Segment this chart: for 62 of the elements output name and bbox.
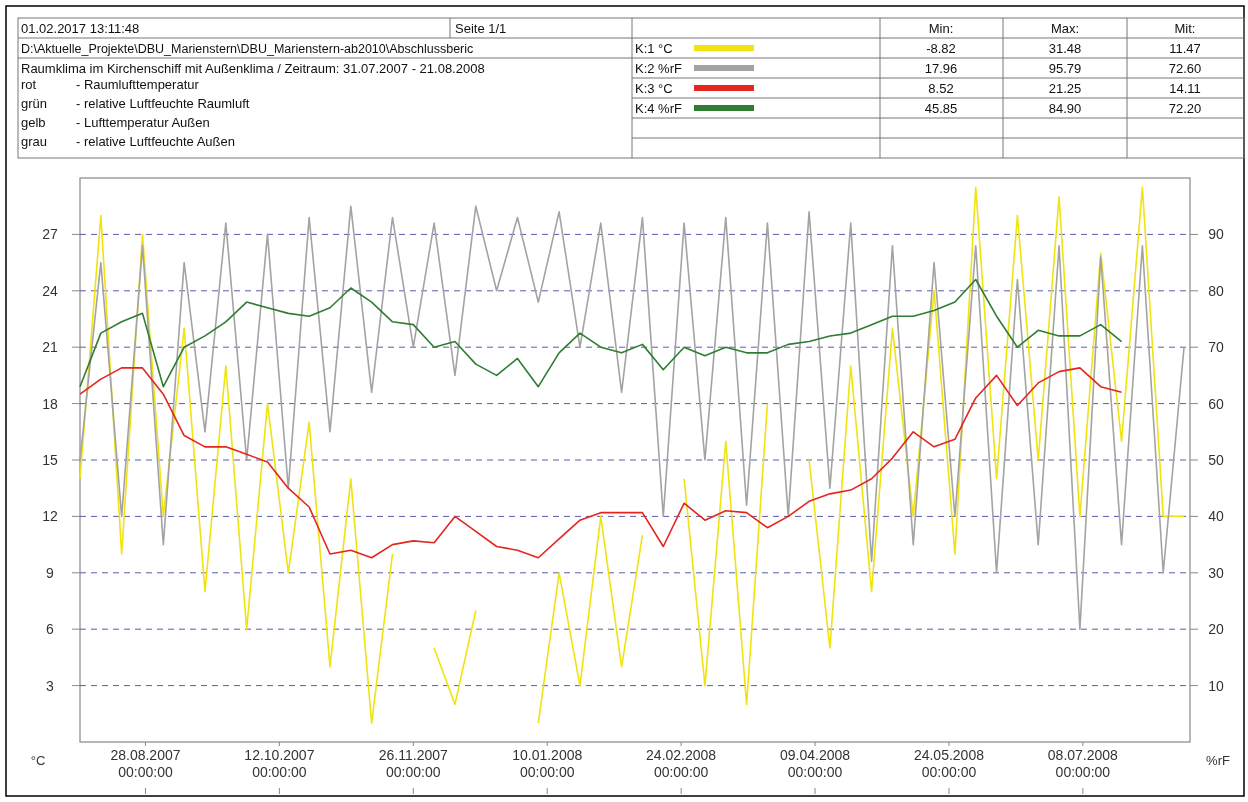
text: - relative Luftfeuchte Außen: [76, 134, 235, 149]
text: gelb: [21, 115, 46, 130]
text: Max:: [1050, 21, 1080, 36]
text: Seite 1/1: [455, 21, 507, 36]
y2-tick-label: 30: [1208, 564, 1224, 581]
y-tick-label: 12: [42, 508, 58, 525]
x-tick-label: 08.07.2008 00:00:00: [1047, 747, 1119, 780]
text: - Raumlufttemperatur: [76, 77, 200, 92]
x-tick-label: 24.05.2008 00:00:00: [913, 747, 985, 780]
legend-label: K:3 °C: [635, 81, 673, 96]
y-tick-label: 3: [46, 677, 55, 694]
text: 21.25: [1048, 81, 1082, 96]
y-axis-title: °C: [30, 753, 46, 768]
text: 11.47: [1169, 41, 1201, 56]
text: rot: [21, 77, 37, 92]
y2-tick-label: 40: [1208, 508, 1224, 525]
x-tick-label: 09.04.2008 00:00:00: [780, 747, 851, 780]
text: D:\Aktuelle_Projekte\DBU_Marienstern\DBU_Marienstern-ab2010\Abschlussberic: [21, 42, 474, 56]
x-tick-label: 28.08.2007 00:00:00: [110, 747, 181, 780]
legend-label: K:4 %rF: [635, 101, 683, 116]
y-tick-label: 9: [46, 564, 55, 581]
text: 45.85: [924, 101, 958, 116]
text: 95.79: [1048, 61, 1082, 76]
line-series: [79, 367, 1123, 559]
y2-tick-label: 90: [1208, 226, 1224, 243]
text: 72.20: [1168, 101, 1202, 116]
y2-tick-label: 60: [1208, 395, 1224, 412]
text: 72.60: [1168, 61, 1202, 76]
x-tick-label: 10.01.2008 00:00:00: [512, 747, 583, 780]
text: 8.52: [928, 81, 954, 96]
chart-title: Raumklima im Kirchenschiff mit Außenklima / Zeitraum: 31.07.2007 - 21.08.2008: [21, 61, 485, 76]
y2-tick-label: 50: [1208, 452, 1224, 468]
y-tick-label: 27: [42, 226, 58, 243]
legend-label: K:1 °C: [635, 41, 673, 56]
text: 31.48: [1048, 41, 1082, 56]
text: 14.11: [1169, 81, 1201, 96]
x-tick-label: 26.11.2007 00:00:00: [378, 747, 449, 780]
y-tick-label: 6: [46, 621, 55, 638]
text: 84.90: [1048, 101, 1082, 116]
y2-axis-title: %rF: [1206, 753, 1230, 768]
text: -8.82: [926, 41, 956, 56]
text: Min:: [928, 21, 954, 36]
y2-tick-label: 10: [1208, 677, 1224, 694]
line-series: [79, 278, 1123, 388]
y2-tick-label: 80: [1208, 282, 1224, 299]
y-tick-label: 18: [42, 395, 58, 412]
text: - Lufttemperatur Außen: [76, 115, 210, 130]
text: 01.02.2017 13:11:48: [21, 21, 140, 36]
y-tick-label: 24: [42, 282, 58, 299]
x-tick-label: 24.02.2008 00:00:00: [646, 747, 717, 780]
text: grün: [21, 96, 48, 111]
y-tick-label: 15: [42, 452, 58, 468]
y2-tick-label: 70: [1208, 339, 1224, 356]
text: Mit:: [1174, 21, 1196, 36]
text: 17.96: [924, 61, 958, 76]
text: grau: [21, 134, 48, 149]
legend-label: K:2 %rF: [635, 61, 683, 76]
y2-tick-label: 20: [1208, 621, 1224, 638]
y-tick-label: 21: [42, 339, 58, 356]
text: - relative Luftfeuchte Raumluft: [76, 96, 250, 111]
line-series: [79, 205, 1185, 630]
x-tick-label: 12.10.2007 00:00:00: [244, 747, 315, 780]
